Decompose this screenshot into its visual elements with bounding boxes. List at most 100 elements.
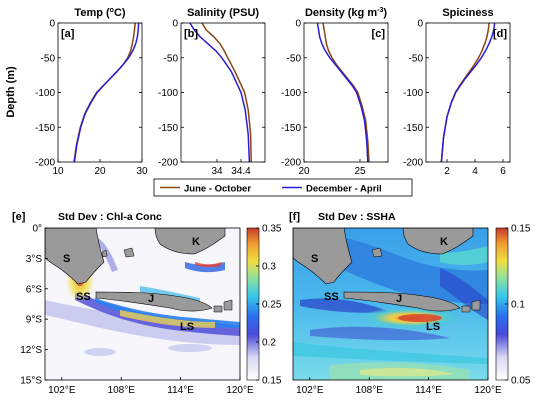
map-e-kalimantan-hot (195, 262, 222, 268)
map-e-label-s: S (63, 253, 70, 265)
panel-title: Salinity (PSU) (187, 7, 259, 19)
profile-plot-area (58, 23, 142, 162)
x-tick-label: 34.4 (231, 166, 251, 177)
profile-plot-area (426, 23, 510, 162)
y-tick-label: 0 (172, 19, 178, 30)
map-f-frame (292, 227, 489, 381)
map-e-patch-1 (84, 348, 116, 356)
map-e-title: Std Dev : Chl-a Conc (58, 211, 162, 223)
y-tick-label: -200 (403, 158, 423, 169)
map-e-x-label: 102°E (48, 385, 76, 396)
profile-panel-4: 0 -50 -100 -150 -200 2 4 6 [d]Spiciness (403, 7, 511, 177)
depth-axis-label: Depth (m) (5, 66, 17, 118)
y-tick-label: 0 (49, 19, 55, 30)
map-e-y-label: 0° (32, 224, 42, 235)
map-e-island-2 (101, 249, 108, 258)
map-f-bali (461, 305, 471, 313)
y-tick-label: -50 (409, 53, 424, 64)
map-f-label-j: J (396, 293, 402, 305)
x-tick-label: 20 (94, 166, 106, 177)
series-line-december-april (440, 22, 496, 163)
map-e-y-label: 12°S (20, 345, 42, 356)
map-f-label-s: S (311, 253, 318, 265)
x-tick-label: 25 (354, 166, 366, 177)
map-e-label-ss: SS (76, 291, 91, 303)
map-f-island (371, 247, 383, 258)
series-line-december-april (73, 22, 140, 163)
colorbar-e-label: 0.3 (262, 262, 276, 273)
map-e-y-label: 9°S (26, 315, 43, 326)
y-tick-label: -150 (158, 123, 178, 134)
map-axis-ticks: 0° 3°S 6°S 9°S 12°S 15°S 102°E 108°E 114°E 120°E 1… (20, 224, 502, 397)
y-tick-label: 0 (417, 19, 423, 30)
colorbar-f-label: 0.05 (511, 376, 531, 387)
y-tick-label: -50 (287, 53, 302, 64)
map-f-jet-core (398, 314, 442, 322)
map-f-ne-band (440, 246, 488, 265)
x-tick-label: 4 (472, 166, 478, 177)
map-e-java-coast-glow (120, 310, 215, 328)
map-e-coastal-inner (95, 298, 240, 328)
map-e-x-label: 120°E (226, 385, 254, 396)
map-e-label-j: J (148, 293, 154, 305)
map-f-sumatra (293, 228, 353, 285)
map-panel-e: [e] Std Dev : Chl-a Conc S K SS J LS (12, 211, 241, 381)
map-e-label-k: K (192, 236, 200, 248)
map-e-y-label: 3°S (26, 254, 43, 265)
y-tick-label: -50 (41, 53, 56, 64)
colorbar-e: 0.35 0.3 0.25 0.2 0.15 (246, 224, 282, 387)
map-e-text: [e] Std Dev : Chl-a Conc S K SS J LS (12, 211, 200, 333)
map-f-dark-band-1 (300, 298, 390, 313)
legend: June - October December - April (153, 178, 413, 197)
map-e-frame (44, 227, 241, 381)
map-e-panel-label: [e] (12, 211, 26, 223)
map-e-java (95, 291, 213, 312)
map-f-title: Std Dev : SSHA (318, 211, 396, 223)
map-e-label-ls: LS (180, 321, 194, 333)
y-tick-label: -100 (281, 88, 301, 99)
map-e-x-label: 114°E (167, 385, 194, 396)
y-tick-label: -200 (281, 158, 301, 169)
map-e-x-label: 108°E (108, 385, 136, 396)
x-tick-label: 2 (444, 166, 450, 177)
panel-label: [d] (493, 28, 507, 40)
map-f-lombok (471, 299, 481, 311)
x-tick-label: 34 (211, 166, 223, 177)
y-tick-label: -100 (403, 88, 423, 99)
map-e-bali (213, 305, 223, 313)
map-e-y-label: 6°S (26, 284, 43, 295)
map-f-kalimantan (402, 228, 474, 255)
map-panel-f: [f] Std Dev : SSHA S K SS J LS (289, 211, 489, 381)
series-line-june-october (322, 22, 370, 163)
map-f-text: [f] Std Dev : SSHA S K SS J LS (289, 211, 448, 333)
x-tick-label: 30 (136, 166, 148, 177)
x-tick-label: 6 (500, 166, 506, 177)
y-tick-label: -150 (281, 123, 301, 134)
y-tick-label: -100 (35, 88, 55, 99)
x-tick-label: 20 (298, 166, 310, 177)
series-line-december-april (189, 22, 251, 163)
map-e-patch-2 (168, 344, 212, 352)
colorbar-f: 0.15 0.1 0.05 (495, 224, 531, 387)
map-f-label-ss: SS (324, 291, 339, 303)
panel-label: [c] (372, 28, 386, 40)
map-f-bottom-yellow (360, 367, 455, 377)
legend-label-dec: December - April (306, 184, 382, 195)
colorbar-e-label: 0.2 (262, 338, 276, 349)
y-tick-label: -150 (35, 123, 55, 134)
colorbar-f-label: 0.15 (511, 224, 531, 235)
map-f-java (343, 291, 461, 312)
y-tick-label: -50 (164, 53, 179, 64)
colorbar-f-label: 0.1 (511, 300, 525, 311)
profile-plot-area (304, 23, 388, 162)
map-f-x-label: 120°E (474, 385, 502, 396)
panel-title: Temp (oC) (74, 7, 125, 19)
colorbar-e-label: 0.15 (262, 376, 282, 387)
y-tick-label: 0 (295, 19, 301, 30)
map-f-dark-band-2 (310, 326, 450, 341)
map-e-y-label: 15°S (20, 376, 42, 387)
map-f-x-label: 108°E (356, 385, 384, 396)
